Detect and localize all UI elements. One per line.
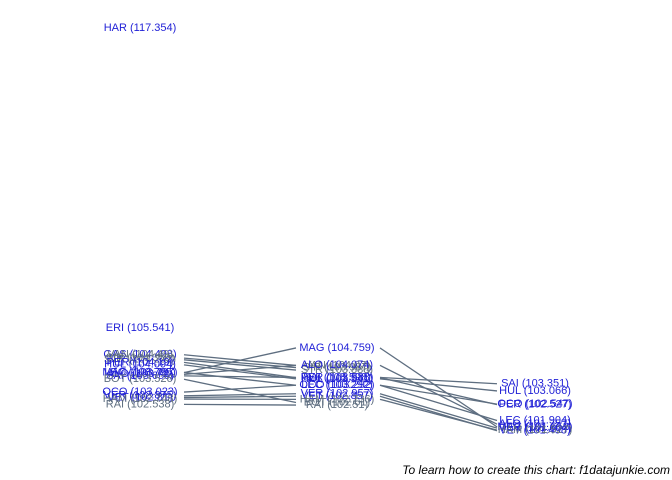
point-label: ALO (101.757): [499, 418, 571, 430]
point-label: GAS (104.498): [103, 348, 176, 360]
point-label: VER (102.957): [301, 388, 374, 400]
slope-line: [379, 393, 498, 429]
point-label: ALO (103.72): [107, 368, 173, 380]
point-label: SIR (104.359): [106, 352, 174, 364]
slope-line: [183, 357, 297, 369]
slope-line: [183, 403, 297, 406]
point-label: LEC (101.904): [499, 414, 571, 426]
slope-line: [183, 384, 297, 393]
point-label: STR (103.888): [301, 364, 373, 376]
point-label: RAI (102.538): [106, 398, 174, 410]
point-label: SAI (103.598): [303, 371, 371, 383]
point-label: PER (103.588): [301, 372, 374, 384]
point-label: VAN (104.07): [304, 359, 370, 371]
point-label: HAM (101.527): [498, 424, 573, 436]
point-label: ERI (105.541): [106, 322, 174, 334]
slope-line: [183, 393, 297, 397]
point-label: MAG (104.759): [299, 342, 374, 354]
slope-line: [379, 376, 498, 385]
point-label: HUL (103.541): [301, 373, 373, 385]
point-label: STR (104.292): [104, 354, 176, 366]
slope-line: [379, 378, 498, 392]
point-label: VAN (104.49): [107, 349, 173, 361]
point-label: PER (102.527): [499, 399, 572, 411]
slope-line: [183, 347, 297, 374]
slope-line: [183, 371, 297, 386]
point-label: LEC (103.292): [301, 379, 373, 391]
point-label: BOT (103.526): [104, 373, 177, 385]
point-label: SIR (103.987): [303, 361, 371, 373]
caption: To learn how to create this chart: f1dat…: [402, 463, 670, 477]
slope-line: [379, 398, 498, 431]
slope-line: [183, 359, 297, 371]
point-label: RAI (102.51): [306, 399, 368, 411]
point-label: OCO (103.023): [102, 386, 177, 398]
point-label: SAI (103.351): [501, 378, 569, 390]
point-label: VER (101.604): [499, 422, 572, 434]
slope-line: [183, 375, 297, 379]
slope-line: [379, 384, 498, 405]
point-label: PER (104.19): [107, 356, 174, 368]
point-label: HUL (103.066): [499, 385, 571, 397]
point-label: LEC (103.795): [104, 366, 176, 378]
point-label: VET (101.498): [499, 425, 570, 437]
point-label: MAG (103.787): [102, 367, 177, 379]
point-label: MAG (101.652): [497, 421, 572, 433]
slope-line: [183, 364, 297, 375]
point-label: SAI (103.659): [106, 370, 174, 382]
point-label: VET (102.81): [107, 391, 172, 403]
point-label: HUL (104.094): [104, 359, 176, 371]
point-label: HAM (102.736): [300, 393, 375, 405]
point-label: HAM (102.748): [103, 393, 178, 405]
point-label: VER (102.875): [104, 390, 177, 402]
point-label: BOT (102.61): [304, 396, 370, 408]
point-label: VET (102.857): [301, 390, 372, 402]
point-label: HAR (117.354): [104, 22, 177, 34]
point-label: OCO (102.547): [497, 398, 572, 410]
slope-line: [183, 395, 297, 399]
point-label: ALO (104.074): [301, 359, 373, 371]
slope-line: [379, 377, 498, 406]
point-label: OCO (103.292): [299, 379, 374, 391]
